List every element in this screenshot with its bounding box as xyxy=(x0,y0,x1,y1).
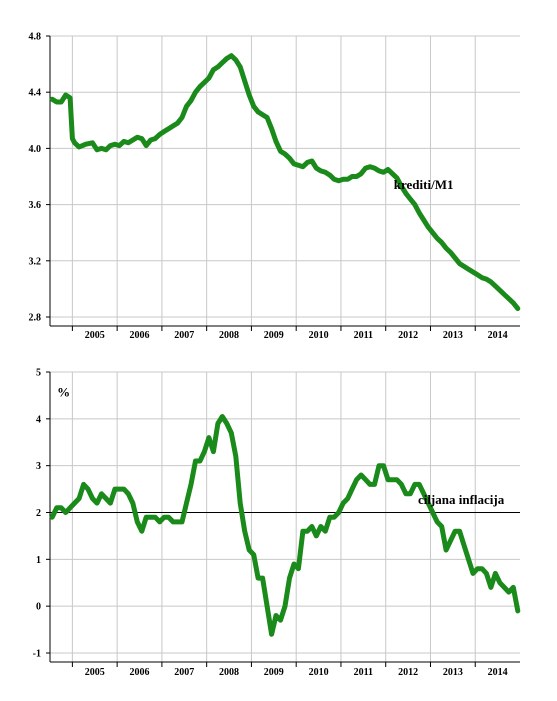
y-tick-label: 4.4 xyxy=(29,88,42,99)
inflation-series-line xyxy=(49,414,521,637)
x-tick-label: 2009 xyxy=(264,667,284,678)
y-tick-label: 0 xyxy=(36,602,41,613)
y-tick-label: -1 xyxy=(33,649,41,660)
x-tick-label: 2009 xyxy=(264,330,284,341)
y-tick-label: 3.6 xyxy=(29,200,42,211)
y-tick-label: 5 xyxy=(36,368,41,379)
y-tick-label: 4 xyxy=(36,414,41,425)
x-tick-label: 2012 xyxy=(398,667,418,678)
credit-m1-series-line xyxy=(49,53,521,312)
x-tick-label: 2008 xyxy=(219,330,239,341)
y-tick-label: 2 xyxy=(36,508,41,519)
y-axis-unit-label: % xyxy=(57,384,70,399)
x-tick-label: 2010 xyxy=(309,330,329,341)
y-tick-label: 4.0 xyxy=(29,144,42,155)
x-tick-label: 2007 xyxy=(174,330,194,341)
credit-to-m1-chart: 2.8 3.2 3.6 4.0 4.4 4.8 2005 2006 2007 2008 2009 20… xyxy=(29,32,521,341)
series-annotation-label: krediti/M1 xyxy=(394,177,454,192)
x-tick-label: 2014 xyxy=(488,330,508,341)
x-tick-label: 2006 xyxy=(130,667,150,678)
x-tick-label: 2011 xyxy=(354,667,373,678)
x-tick-label: 2008 xyxy=(219,667,239,678)
series-annotation-label: ciljana inflacija xyxy=(418,492,505,507)
y-tick-label: 4.8 xyxy=(29,32,42,43)
y-tick-label: 3 xyxy=(36,461,41,472)
x-tick-label: 2012 xyxy=(398,330,418,341)
y-tick-label: 2.8 xyxy=(29,313,42,324)
x-tick-label: 2013 xyxy=(443,330,463,341)
x-tick-label: 2005 xyxy=(85,667,105,678)
x-tick-label: 2007 xyxy=(174,667,194,678)
x-tick-label: 2006 xyxy=(130,330,150,341)
x-tick-label: 2011 xyxy=(354,330,373,341)
x-tick-label: 2014 xyxy=(488,667,508,678)
x-tick-label: 2005 xyxy=(85,330,105,341)
y-tick-label: 1 xyxy=(36,555,41,566)
x-tick-label: 2013 xyxy=(443,667,463,678)
x-tick-label: 2010 xyxy=(309,667,329,678)
y-tick-label: 3.2 xyxy=(29,256,42,267)
inflation-chart: -1 0 1 2 3 4 5 2005 2006 2007 2008 2009 2010 2011 2012… xyxy=(33,368,521,678)
